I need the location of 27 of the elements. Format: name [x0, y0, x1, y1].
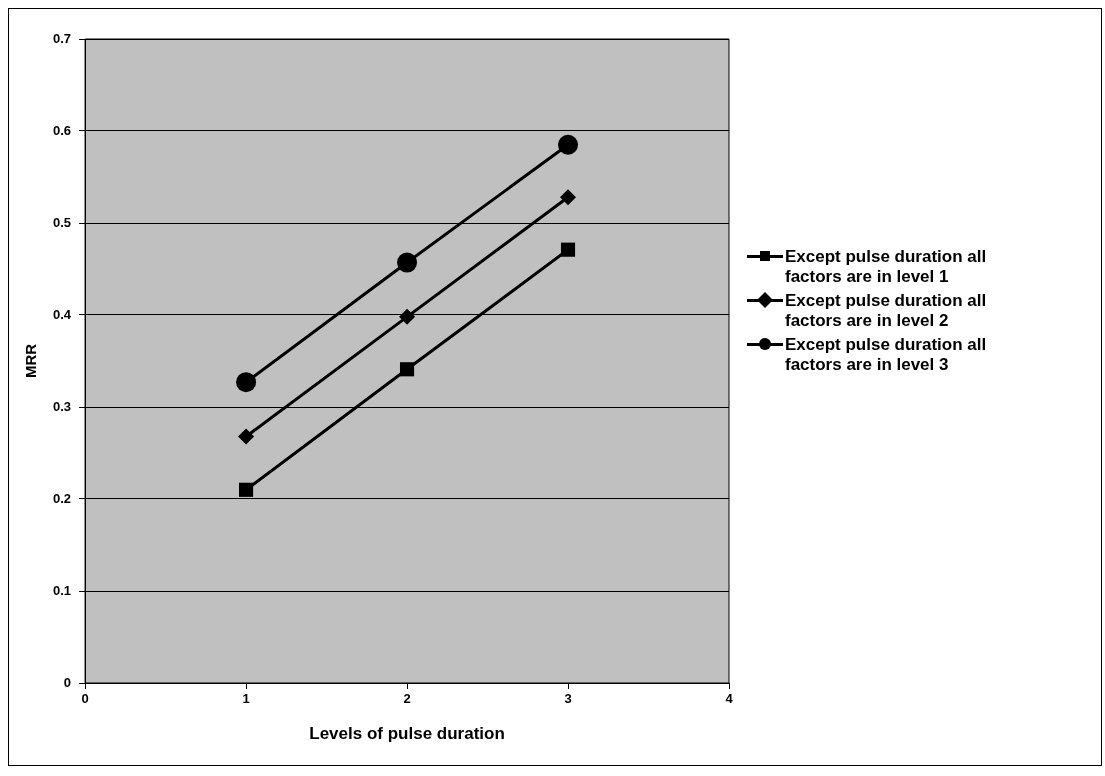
y-tick-label: 0.7	[52, 30, 72, 46]
point	[236, 372, 257, 393]
legend-label: Except pulse duration all factors are in level 1	[785, 247, 988, 287]
x-axis-title: Levels of pulse duration	[309, 724, 505, 744]
y-tick-label: 0.6	[52, 122, 72, 138]
point	[238, 482, 254, 497]
point	[399, 362, 415, 377]
y-tick-label: 0.1	[52, 582, 72, 598]
point	[560, 242, 576, 257]
x-tick-label: 4	[725, 691, 734, 707]
x-tick-label: 0	[81, 691, 89, 707]
y-tick-label: 0	[63, 674, 72, 690]
x-tick-label: 1	[242, 691, 250, 707]
y-axis-title: MRR	[22, 343, 40, 379]
legend-label: Except pulse duration all factors are in level 3	[785, 335, 988, 375]
point	[558, 134, 579, 155]
point	[560, 189, 577, 206]
point	[399, 308, 416, 325]
legend-label: Except pulse duration all factors are in level 2	[785, 291, 988, 331]
x-tick-label: 2	[403, 691, 411, 707]
y-tick-label: 0.2	[52, 490, 72, 506]
point	[238, 428, 255, 445]
point	[397, 252, 418, 273]
y-tick-label: 0.4	[52, 306, 72, 322]
y-tick-label: 0.3	[52, 398, 72, 414]
y-tick-label: 0.5	[52, 214, 72, 230]
x-tick-label: 3	[564, 691, 572, 707]
